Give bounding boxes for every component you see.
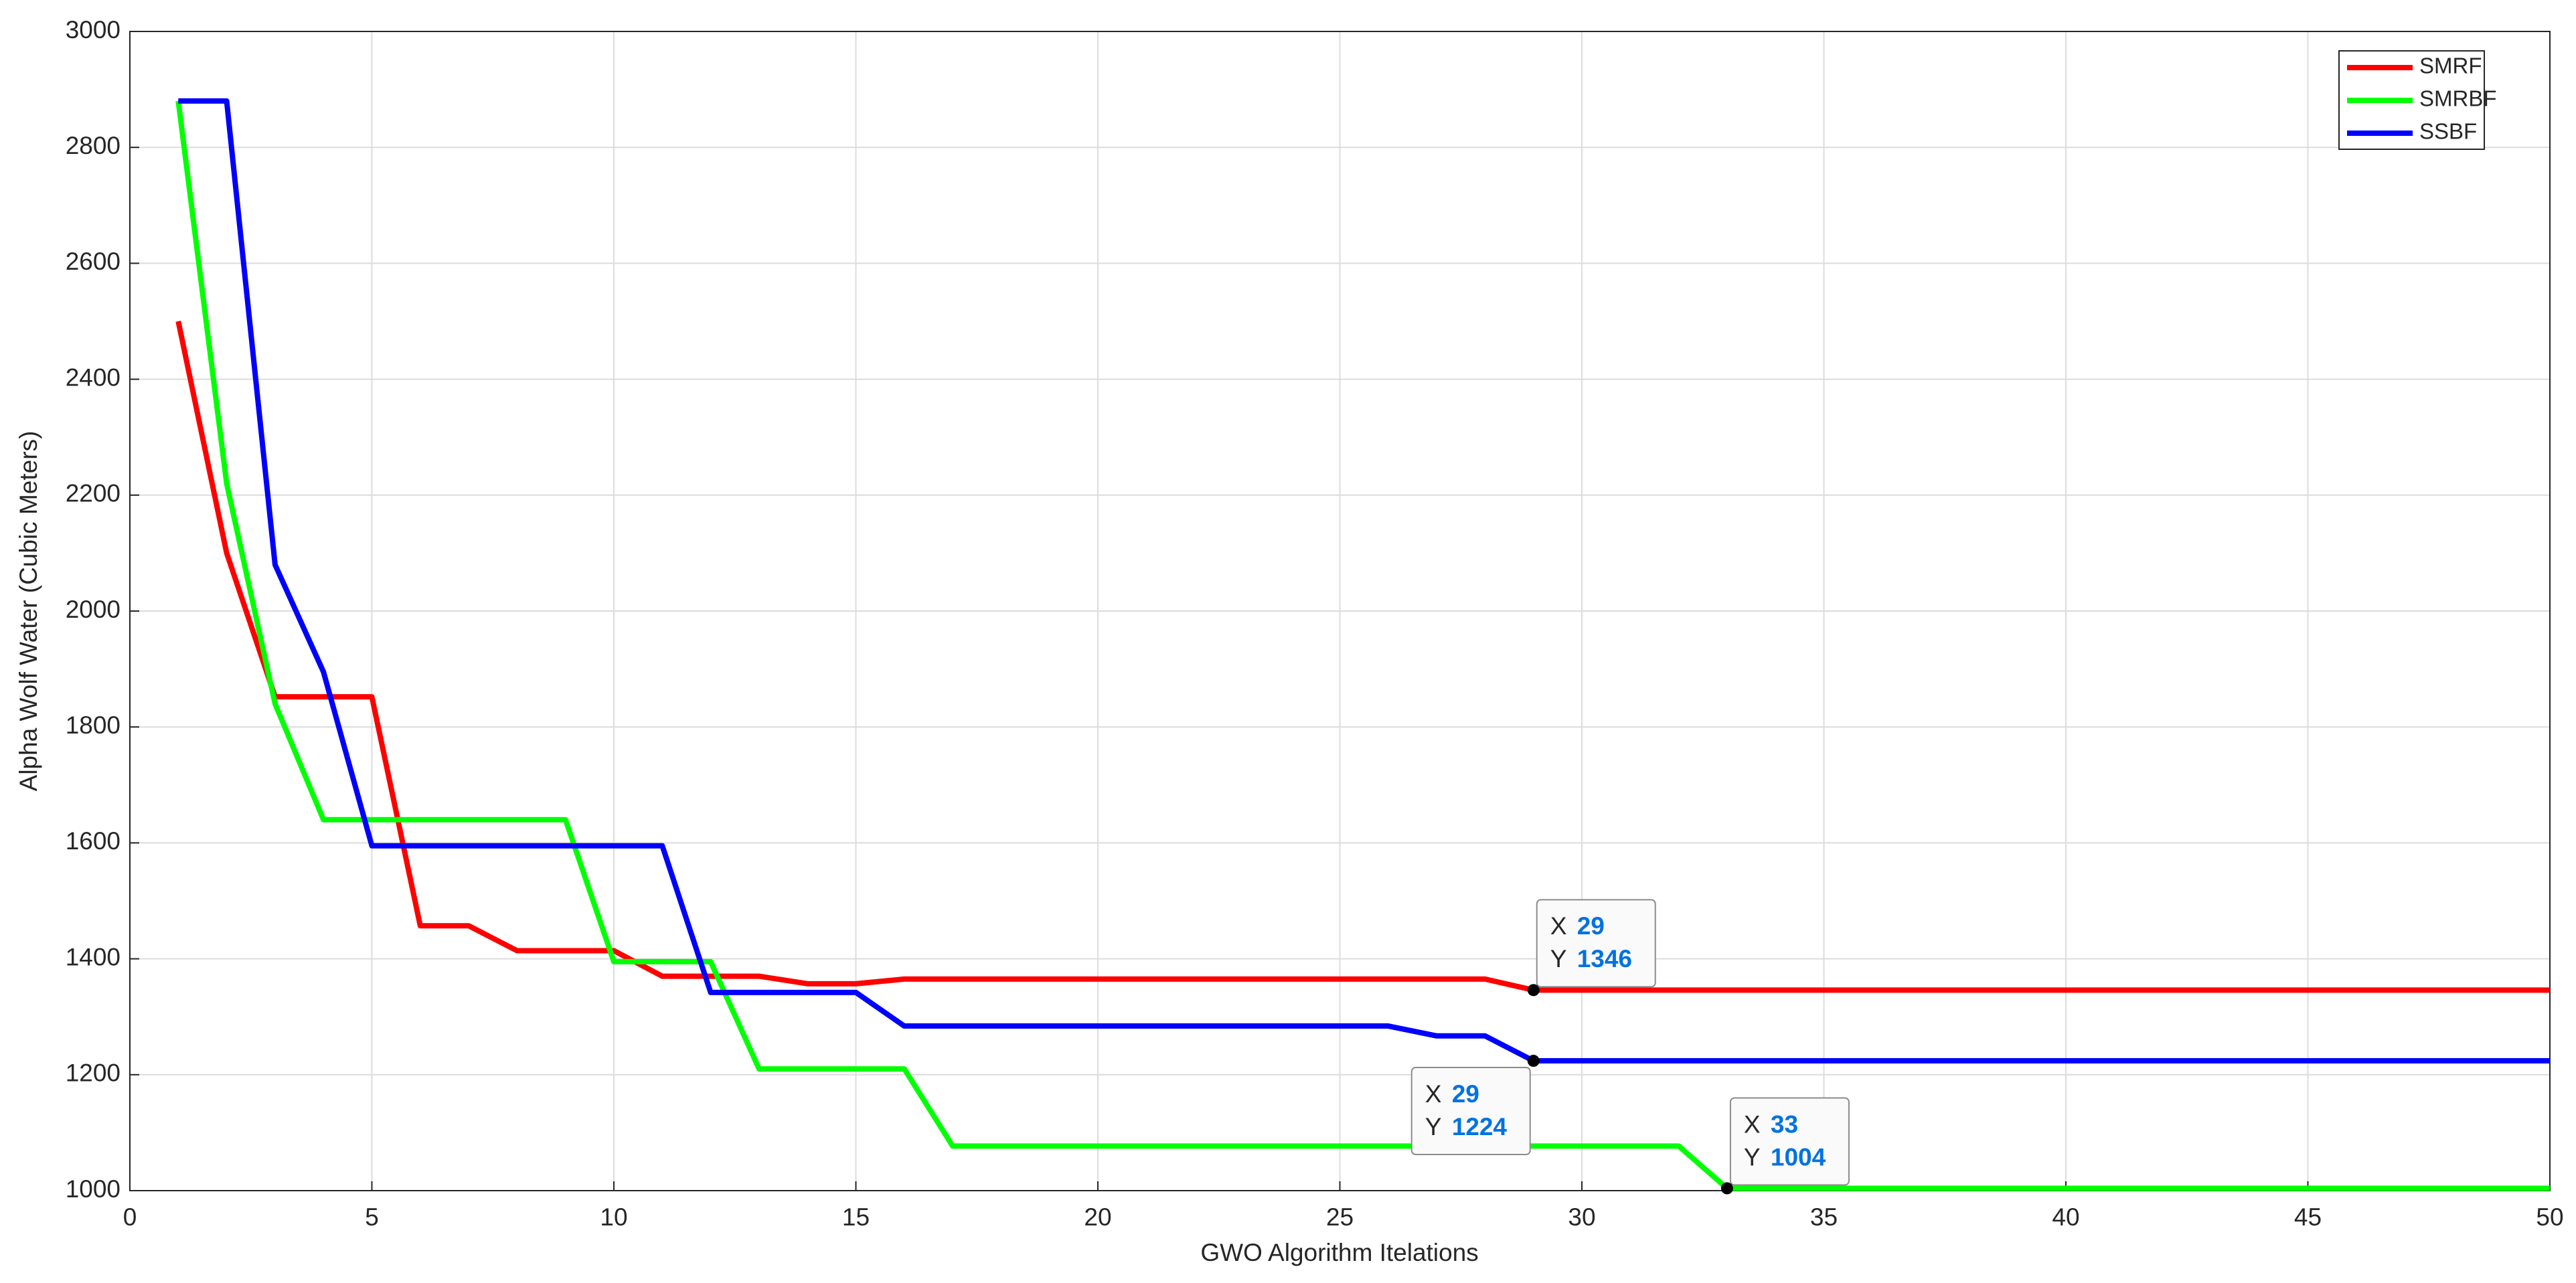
datatip-value: 1004 (1771, 1143, 1826, 1171)
y-tick-label: 1600 (66, 827, 120, 855)
y-tick-label: 1800 (66, 711, 120, 739)
datatip-value: 1346 (1577, 945, 1632, 972)
x-tick-label: 50 (2536, 1203, 2563, 1231)
plot-frame (129, 31, 2551, 1191)
datatip-key: X (1744, 1110, 1761, 1138)
datatip-point (1527, 984, 1540, 997)
x-tick-label: 40 (2052, 1203, 2079, 1231)
datatip-key: X (1550, 912, 1567, 940)
y-tick-label: 2800 (66, 132, 120, 159)
datatip-value: 29 (1577, 912, 1605, 940)
datatip-key: X (1425, 1080, 1442, 1108)
x-tick-label: 20 (1084, 1203, 1111, 1231)
y-tick-label: 1200 (66, 1059, 120, 1087)
legend-label: SMRF (2419, 54, 2482, 78)
x-tick-label: 0 (123, 1203, 137, 1231)
x-tick-label: 45 (2294, 1203, 2322, 1231)
x-tick-label: 35 (1810, 1203, 1838, 1231)
y-tick-label: 1400 (66, 943, 120, 970)
datatip-box (1411, 1067, 1531, 1156)
datatip-key: Y (1550, 945, 1567, 972)
x-axis-label: GWO Algorithm Itelations (1200, 1239, 1478, 1266)
datatip-point (1720, 1182, 1733, 1195)
legend-label: SSBF (2419, 119, 2477, 144)
x-tick-label: 10 (600, 1203, 627, 1231)
y-tick-label: 2600 (66, 248, 120, 275)
datatip-box (1536, 899, 1656, 988)
y-tick-label: 1000 (66, 1175, 120, 1203)
datatip-value: 29 (1452, 1080, 1479, 1108)
y-axis-label: Alpha Wolf Water (Cubic Meters) (15, 431, 42, 792)
x-tick-label: 5 (365, 1203, 379, 1231)
y-tick-label: 2400 (66, 363, 120, 391)
legend-label: SMRBF (2419, 86, 2497, 111)
y-tick-label: 2200 (66, 480, 120, 507)
y-tick-label: 2000 (66, 596, 120, 623)
datatip-box (1729, 1097, 1850, 1186)
series-line (175, 321, 2550, 993)
datatip-value: 1224 (1452, 1113, 1508, 1140)
x-tick-label: 15 (842, 1203, 870, 1231)
datatip-key: Y (1425, 1113, 1442, 1140)
series-line (178, 98, 2550, 1064)
datatip-key: Y (1744, 1143, 1761, 1171)
x-tick-label: 30 (1568, 1203, 1595, 1231)
x-tick-label: 25 (1326, 1203, 1354, 1231)
datatip-point (1527, 1055, 1540, 1067)
datatip-value: 33 (1771, 1110, 1798, 1138)
y-tick-label: 3000 (66, 16, 120, 44)
